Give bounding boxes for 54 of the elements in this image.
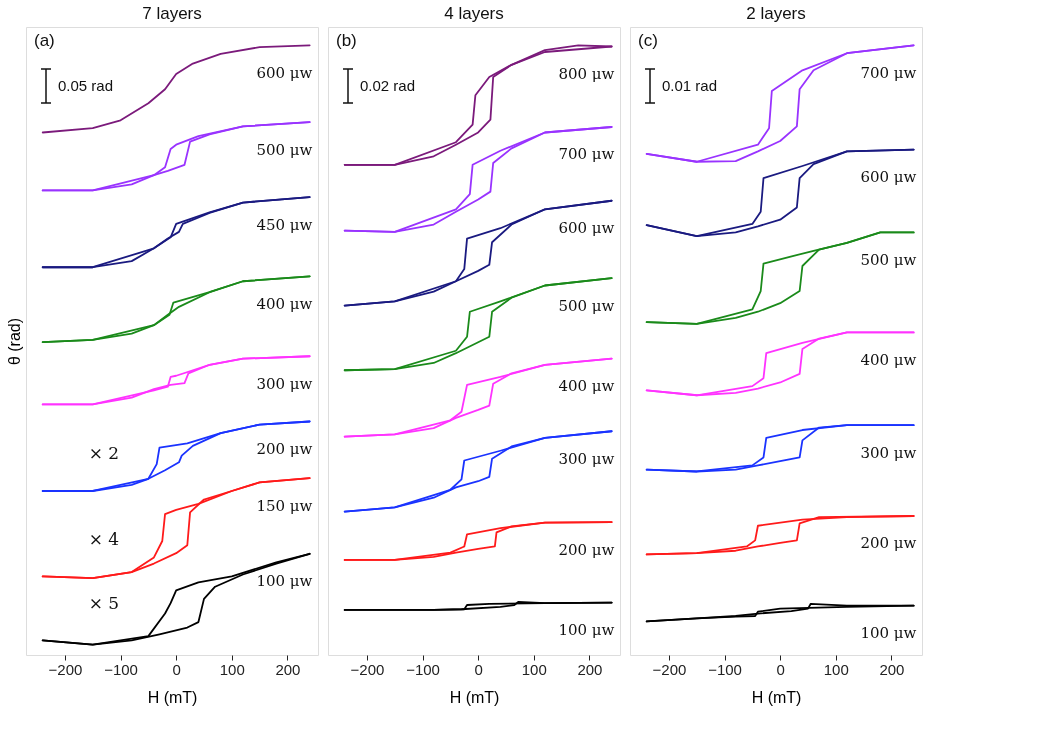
annotation: (c) [638,31,658,50]
series-label: 300 μw [860,443,917,462]
series-label: 400 μw [256,294,313,313]
series-label: 150 μw [256,496,313,515]
x-tick-label: 100 [521,660,547,678]
y-axis-title: θ (rad) [5,317,23,366]
series-label: 200 μw [860,534,917,553]
series-label: 500 μw [256,140,313,159]
x-axis-title: H (mT) [147,688,198,706]
series-label: 200 μw [256,439,313,458]
series-label: 600 μw [860,167,917,186]
x-tick-label: −100 [104,660,138,678]
x-tick-label: 100 [219,660,245,678]
x-tick-label: 0 [172,660,181,678]
x-tick-label: −200 [652,660,687,678]
annotation: × 2 [88,443,120,464]
series-label: 300 μw [558,449,615,468]
series-label: 100 μw [558,621,615,639]
x-tick-label: 200 [879,660,905,678]
series-label: 100 μw [860,624,917,643]
x-tick-label: 100 [823,660,849,678]
annotation: 0.05 rad [58,77,114,94]
series-label: 400 μw [558,377,615,396]
series-label: 100 μw [256,572,313,591]
x-tick-label: 0 [474,660,483,678]
series-label: 500 μw [558,296,615,315]
x-tick-label: 200 [577,660,603,678]
series-label: 600 μw [256,63,313,82]
series-label: 300 μw [256,374,313,393]
chart-title: 4 layers [444,4,504,23]
series-label: 200 μw [558,540,615,559]
chart-title: 2 layers [746,4,806,23]
x-tick-label: −200 [350,660,385,678]
annotation: 0.01 rad [662,77,718,94]
x-tick-label: 200 [275,660,301,678]
series-label: 700 μw [558,145,615,164]
series-label: 400 μw [860,350,917,369]
x-tick-label: −100 [708,660,742,678]
annotation: × 4 [88,528,120,549]
series-label: 800 μw [558,64,615,83]
x-axis-title: H (mT) [449,688,500,706]
annotation: 0.02 rad [360,77,416,94]
x-tick-label: −100 [406,660,440,678]
series-label: 500 μw [860,250,917,269]
series-label: 600 μw [558,219,615,238]
annotation: × 5 [88,592,120,613]
series-label: 450 μw [256,215,313,234]
series-label: 700 μw [860,63,917,82]
annotation: (b) [336,31,357,50]
annotation: (a) [34,31,55,50]
x-tick-label: 0 [776,660,785,678]
x-tick-label: −200 [48,660,83,678]
x-axis-title: H (mT) [751,688,802,706]
chart-title: 7 layers [142,4,202,23]
